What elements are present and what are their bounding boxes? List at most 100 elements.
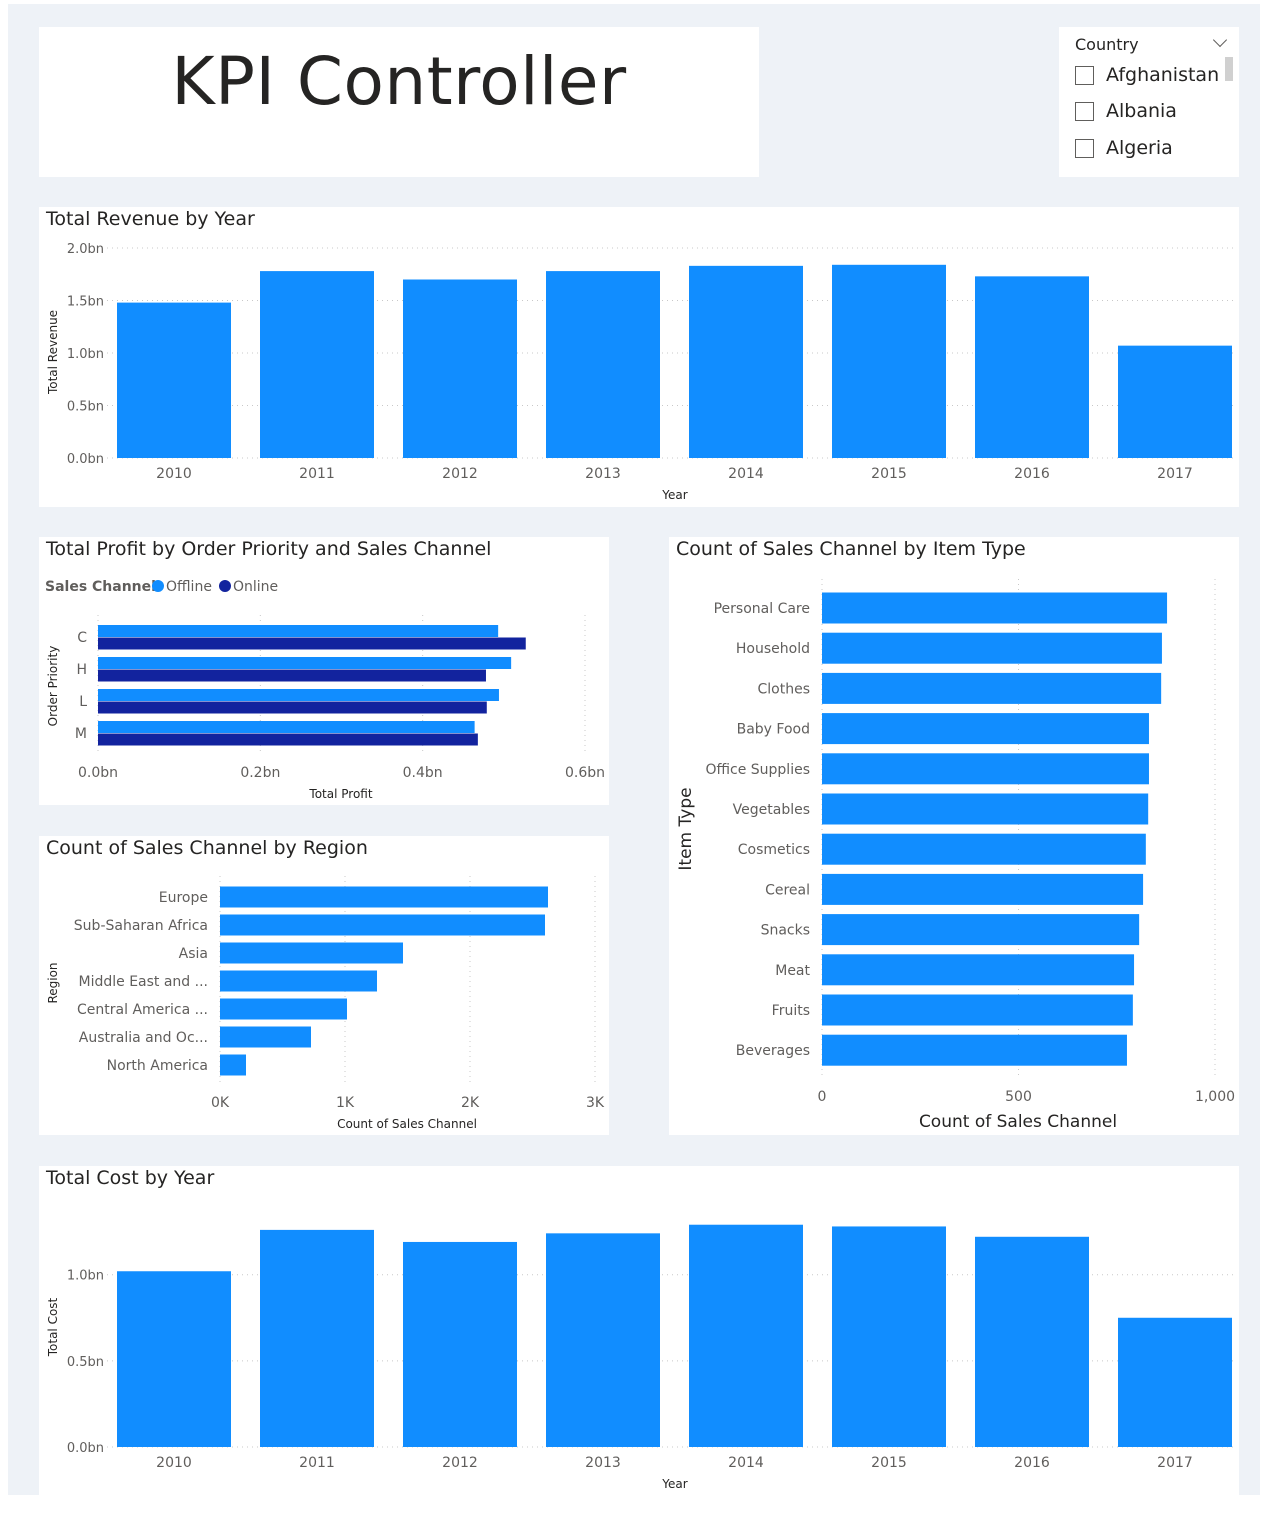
region-chart[interactable]: 0K 1K 2K 3K Europe Sub-Saharan Africa Asia Midd… bbox=[39, 836, 609, 1135]
bar bbox=[822, 914, 1140, 946]
y-tick-label: Central America ... bbox=[77, 1002, 208, 1018]
legend-marker-online bbox=[219, 580, 231, 592]
bar bbox=[220, 1026, 311, 1048]
bar bbox=[220, 1054, 246, 1076]
x-tick-label: 0.0bn bbox=[78, 765, 118, 781]
x-axis-title: Count of Sales Channel bbox=[337, 1117, 477, 1131]
x-tick-label: 2014 bbox=[728, 1455, 764, 1471]
slicer-item[interactable]: Albania bbox=[1075, 100, 1177, 122]
itemtype-chart[interactable]: 0 500 1,000 Personal Care Household Clothes Ba… bbox=[669, 537, 1239, 1135]
bar bbox=[822, 753, 1149, 785]
legend-label: Online bbox=[233, 579, 278, 595]
bar bbox=[403, 279, 517, 458]
x-tick-label: 2013 bbox=[585, 466, 621, 482]
y-tick-label: 2.0bn bbox=[67, 242, 104, 257]
x-tick-label: 2012 bbox=[442, 466, 478, 482]
checkbox[interactable] bbox=[1075, 138, 1094, 158]
chevron-down-icon[interactable] bbox=[1212, 32, 1228, 48]
bar bbox=[822, 592, 1168, 624]
bar-offline bbox=[98, 721, 475, 733]
checkbox[interactable] bbox=[1075, 65, 1094, 85]
x-tick-label: 2010 bbox=[156, 466, 192, 482]
bar bbox=[822, 954, 1135, 986]
y-tick-label: Cosmetics bbox=[738, 842, 810, 858]
bar bbox=[832, 1226, 946, 1447]
y-tick-label: H bbox=[76, 662, 87, 678]
x-tick-label: 0.6bn bbox=[565, 765, 605, 781]
x-tick-label: 2012 bbox=[442, 1455, 478, 1471]
x-tick-label: 500 bbox=[1005, 1089, 1032, 1105]
bar-offline bbox=[98, 689, 499, 701]
y-tick-label: Baby Food bbox=[737, 722, 810, 738]
y-tick-label: Sub-Saharan Africa bbox=[74, 918, 208, 934]
x-tick-label: 2017 bbox=[1157, 466, 1193, 482]
y-tick-label: 0.0bn bbox=[67, 452, 104, 467]
bar bbox=[822, 873, 1144, 905]
bar bbox=[975, 276, 1089, 458]
slicer-item-label: Albania bbox=[1106, 100, 1177, 122]
y-tick-label: Europe bbox=[159, 890, 208, 906]
bar bbox=[822, 833, 1146, 865]
slicer-label: Country bbox=[1075, 35, 1139, 54]
x-tick-label: 2016 bbox=[1014, 466, 1050, 482]
bar bbox=[546, 1233, 660, 1447]
scrollbar[interactable] bbox=[1225, 57, 1233, 81]
bar bbox=[260, 1229, 374, 1447]
bar bbox=[220, 886, 548, 908]
y-tick-label: 1.0bn bbox=[67, 1269, 104, 1284]
bar bbox=[822, 713, 1149, 745]
y-tick-label: Household bbox=[736, 641, 810, 657]
y-tick-label: M bbox=[75, 726, 87, 742]
bar bbox=[1118, 1317, 1232, 1447]
page-title: KPI Controller bbox=[171, 43, 627, 120]
chart-title: Total Profit by Order Priority and Sales… bbox=[46, 538, 492, 560]
bar-online bbox=[98, 733, 478, 746]
x-tick-label: 2014 bbox=[728, 466, 764, 482]
cost-chart[interactable]: 0.0bn 0.5bn 1.0bn 2010 2011 2012 2013 2014 2015 2… bbox=[39, 1166, 1239, 1496]
x-tick-label: 2017 bbox=[1157, 1455, 1193, 1471]
x-tick-label: 2011 bbox=[299, 1455, 335, 1471]
title-card: KPI Controller bbox=[39, 27, 759, 177]
country-slicer[interactable]: Country Afghanistan Albania Algeria bbox=[1059, 27, 1239, 177]
chart-title: Total Revenue by Year bbox=[46, 208, 255, 230]
itemtype-chart-svg: 0 500 1,000 Personal Care Household Clothes Ba… bbox=[676, 579, 1235, 1132]
x-tick-label: 2013 bbox=[585, 1455, 621, 1471]
slicer-item[interactable]: Algeria bbox=[1075, 137, 1173, 159]
y-axis-title: Total Cost bbox=[46, 1297, 60, 1357]
y-tick-label: Personal Care bbox=[714, 601, 810, 617]
bar-offline bbox=[98, 625, 499, 637]
x-tick-label: 0 bbox=[818, 1089, 827, 1105]
bar bbox=[975, 1236, 1089, 1447]
chart-title: Count of Sales Channel by Item Type bbox=[676, 538, 1026, 560]
bar bbox=[822, 672, 1162, 704]
bar bbox=[220, 914, 545, 936]
revenue-chart[interactable]: 0.0bn 0.5bn 1.0bn 1.5bn 2.0bn 2010 2011 2012 201… bbox=[39, 207, 1239, 507]
y-axis-title: Region bbox=[46, 962, 60, 1003]
bar bbox=[1118, 345, 1232, 458]
checkbox[interactable] bbox=[1075, 101, 1094, 121]
y-tick-label: Cereal bbox=[765, 882, 810, 898]
bar bbox=[220, 970, 377, 992]
slicer-item[interactable]: Afghanistan bbox=[1075, 64, 1219, 86]
bar bbox=[689, 265, 803, 458]
y-tick-label: C bbox=[77, 630, 87, 646]
bar-online bbox=[98, 701, 487, 714]
bar bbox=[822, 994, 1133, 1026]
y-tick-label: Clothes bbox=[758, 681, 811, 697]
y-tick-label: 0.0bn bbox=[67, 1441, 104, 1456]
bar bbox=[546, 271, 660, 458]
y-tick-label: 0.5bn bbox=[67, 400, 104, 415]
x-tick-label: 0.4bn bbox=[403, 765, 443, 781]
x-axis-title: Year bbox=[661, 488, 687, 502]
y-tick-label: 0.5bn bbox=[67, 1355, 104, 1370]
region-chart-svg: 0K 1K 2K 3K Europe Sub-Saharan Africa Asia Midd… bbox=[46, 876, 605, 1131]
chart-title: Total Cost by Year bbox=[46, 1167, 215, 1189]
y-tick-label: Snacks bbox=[761, 923, 810, 939]
bar bbox=[822, 632, 1162, 664]
x-tick-label: 2011 bbox=[299, 466, 335, 482]
profit-chart[interactable]: 0.0bn 0.2bn 0.4bn 0.6bn C H L M Total Profit Orde… bbox=[39, 537, 609, 805]
bar-online bbox=[98, 637, 526, 650]
x-tick-label: 2016 bbox=[1014, 1455, 1050, 1471]
